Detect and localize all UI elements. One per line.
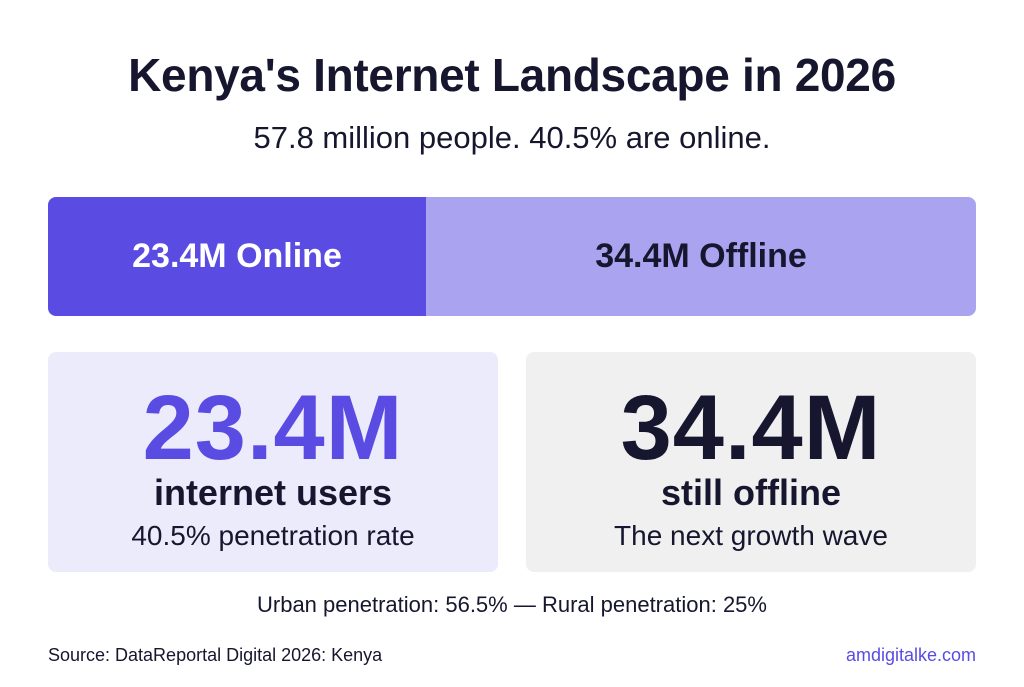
title: Kenya's Internet Landscape in 2026	[128, 49, 896, 101]
brand: amdigitalke.com	[845, 645, 976, 665]
card: 34.4M still offline The next growth wave	[526, 352, 976, 572]
card-value: 23.4M	[142, 377, 404, 479]
card-value: 34.4M	[620, 377, 882, 479]
split-bar: 23.4M Online 34.4M Offline	[48, 197, 976, 316]
card-label: internet users	[153, 472, 393, 513]
footnote: Urban penetration: 56.5% — Rural penetra…	[257, 592, 767, 617]
online-segment: 23.4M Online	[48, 197, 426, 316]
subtitle: 57.8 million people. 40.5% are online.	[253, 120, 771, 155]
card: 23.4M internet users 40.5% penetration r…	[48, 352, 498, 572]
card-label: still offline	[661, 472, 841, 513]
source: Source: DataReportal Digital 2026: Kenya	[48, 645, 383, 665]
card-note: The next growth wave	[614, 520, 888, 551]
card-note: 40.5% penetration rate	[131, 520, 415, 551]
offline-segment: 34.4M Offline	[426, 197, 976, 316]
